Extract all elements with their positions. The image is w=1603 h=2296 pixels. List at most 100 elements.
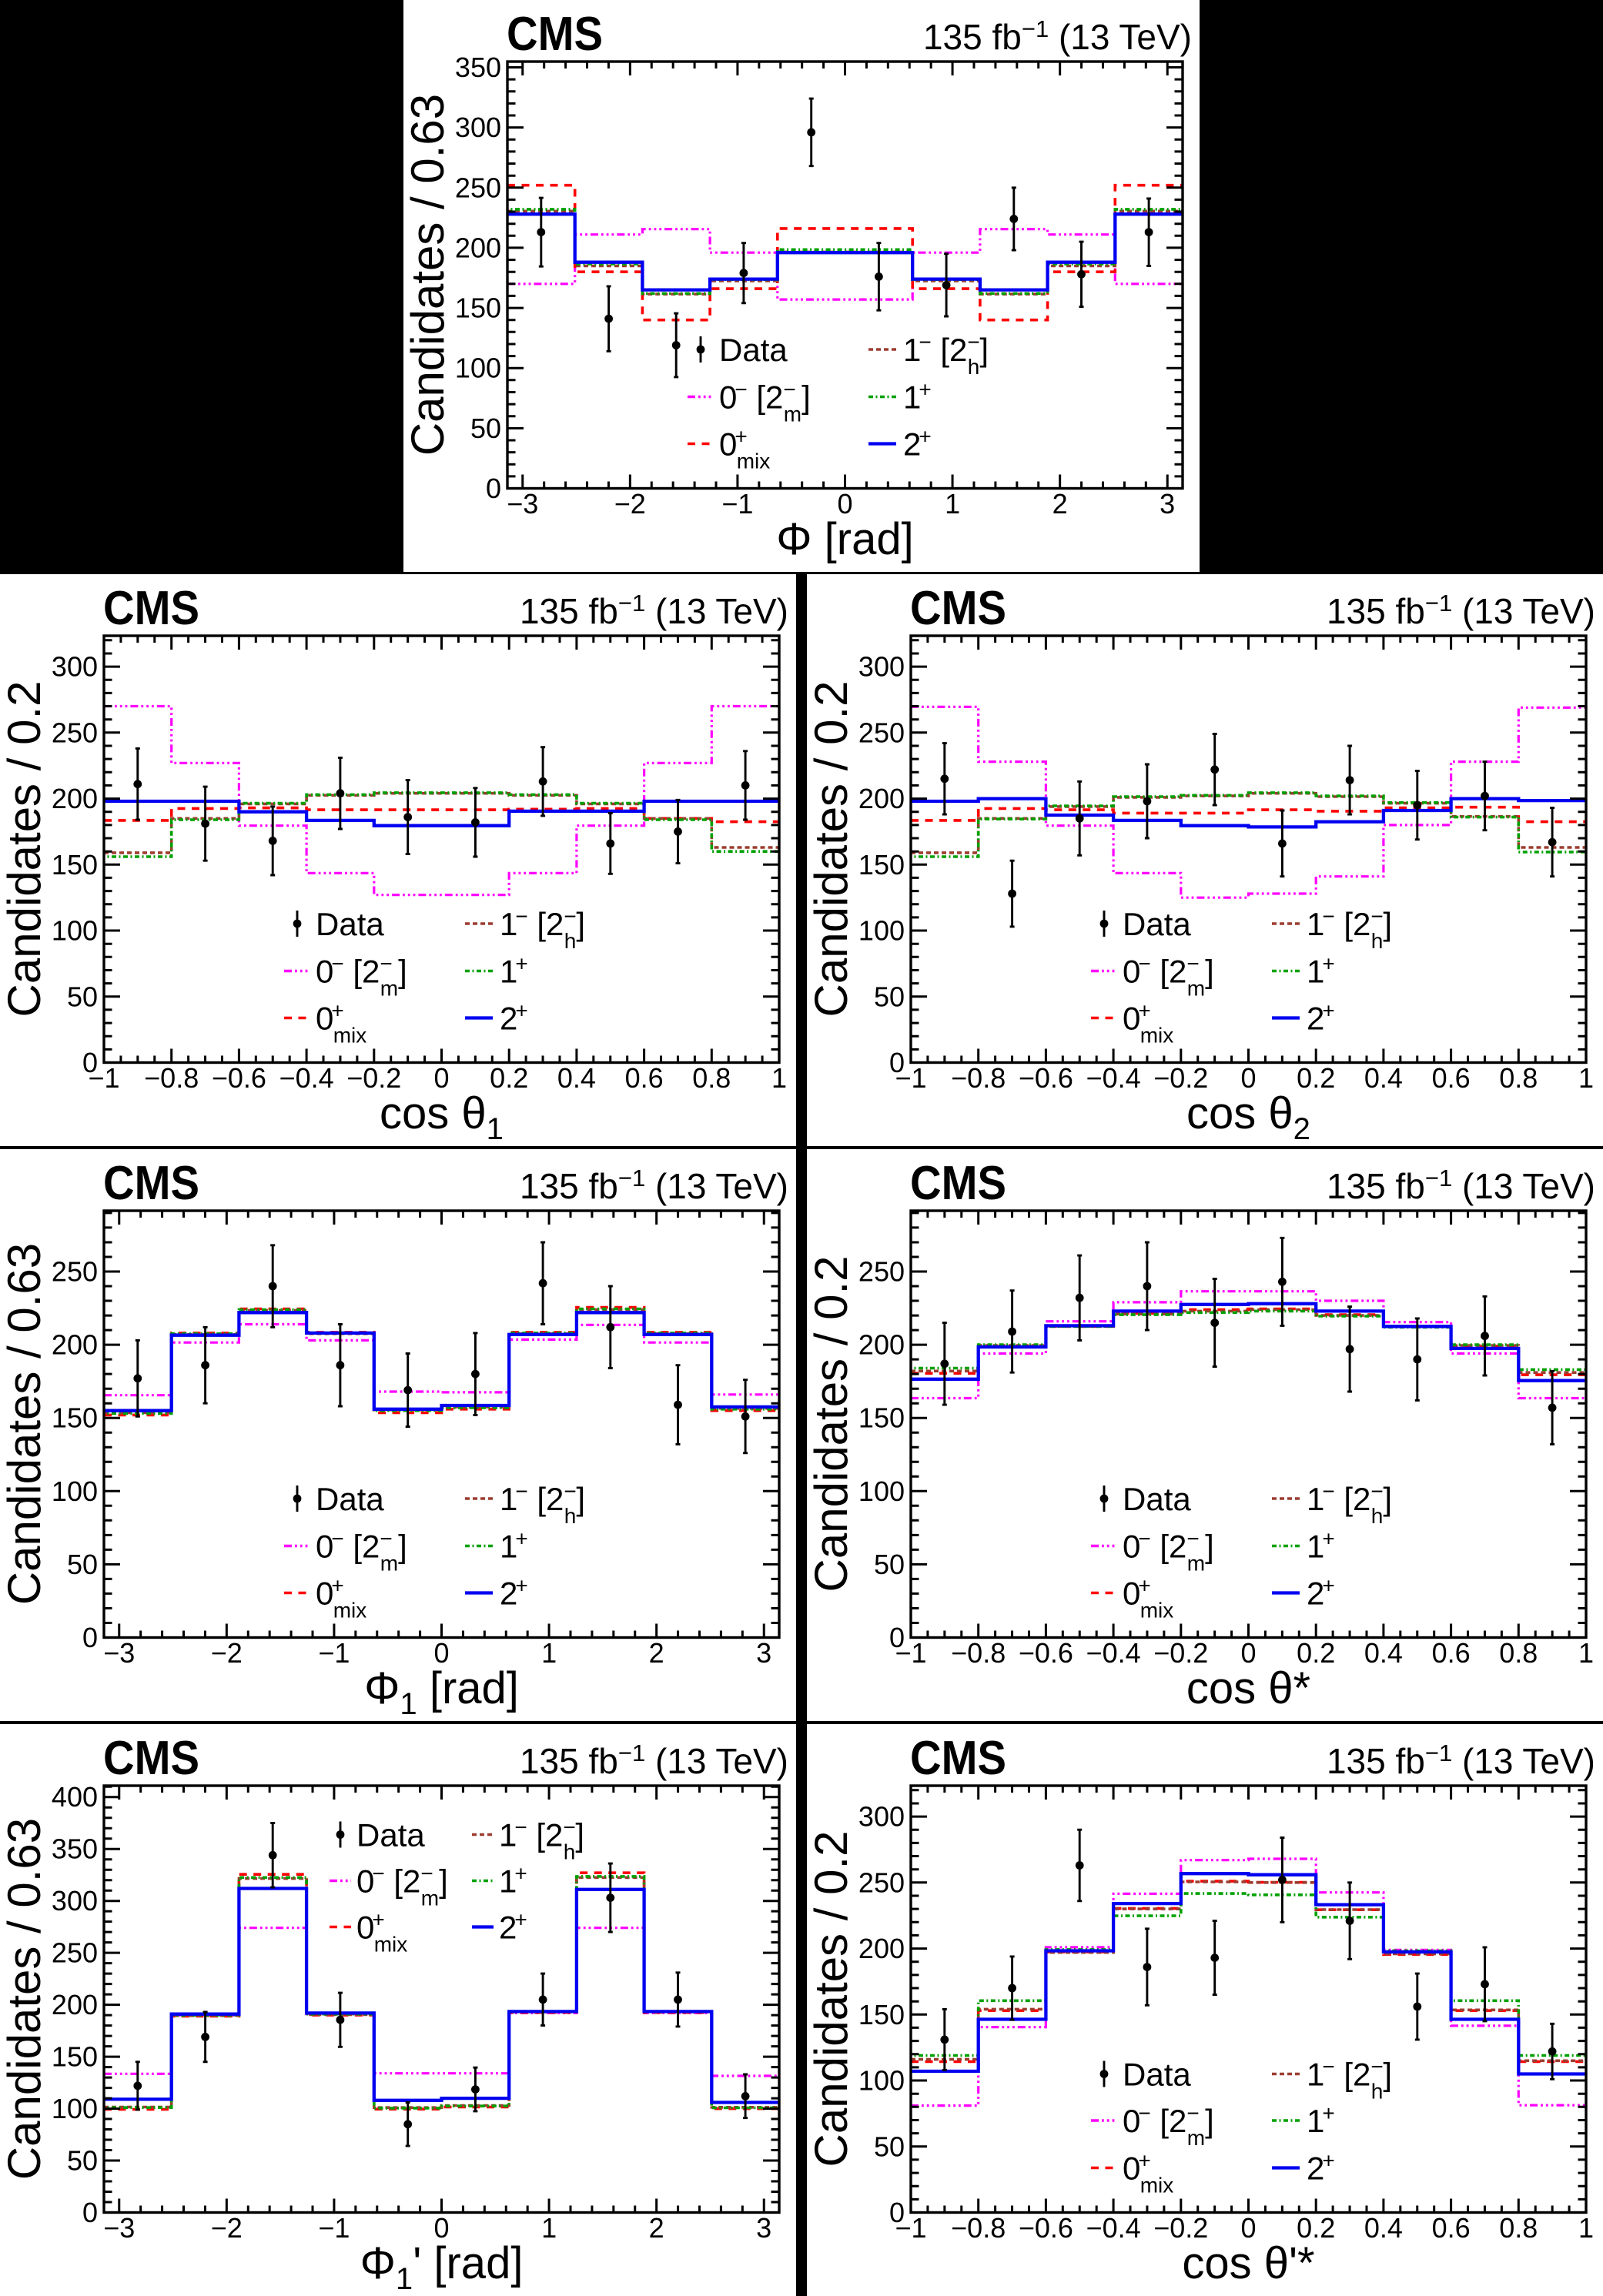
svg-text:−0.8: −0.8 <box>144 1062 199 1094</box>
svg-text:−0.2: −0.2 <box>1153 2212 1208 2244</box>
svg-text:0.4: 0.4 <box>1364 1062 1403 1094</box>
svg-text:−3: −3 <box>103 2212 135 2244</box>
svg-text:300: 300 <box>858 1801 905 1833</box>
svg-text:−0.8: −0.8 <box>951 2212 1006 2244</box>
svg-text:0.8: 0.8 <box>1499 2212 1538 2244</box>
svg-text:1: 1 <box>541 1637 557 1669</box>
svg-text:50: 50 <box>67 2145 98 2177</box>
svg-text:cos θ*: cos θ* <box>1186 1663 1310 1713</box>
svg-text:200: 200 <box>858 783 905 814</box>
svg-text:−2: −2 <box>211 2212 243 2244</box>
svg-text:CMS: CMS <box>103 582 199 635</box>
svg-text:150: 150 <box>52 2041 98 2073</box>
svg-text:−0.6: −0.6 <box>212 1062 266 1094</box>
svg-text:150: 150 <box>858 849 905 881</box>
svg-text:0.4: 0.4 <box>557 1062 596 1094</box>
svg-text:250: 250 <box>858 717 905 748</box>
svg-text:Candidates / 0.2: Candidates / 0.2 <box>0 681 50 1018</box>
svg-text:−2: −2 <box>614 488 646 520</box>
svg-text:−3: −3 <box>103 1637 135 1669</box>
svg-text:cos θ2: cos θ2 <box>1186 1088 1310 1146</box>
svg-text:Data: Data <box>1123 1481 1191 1517</box>
svg-text:1: 1 <box>1578 1637 1594 1669</box>
svg-text:50: 50 <box>470 413 501 444</box>
svg-text:Candidates / 0.63: Candidates / 0.63 <box>0 1243 50 1605</box>
svg-text:200: 200 <box>455 232 501 263</box>
svg-text:135 fb−1 (13 TeV): 135 fb−1 (13 TeV) <box>520 1740 788 1781</box>
svg-text:−0.6: −0.6 <box>1019 1062 1073 1094</box>
svg-text:100: 100 <box>52 915 98 947</box>
svg-text:135 fb−1 (13 TeV): 135 fb−1 (13 TeV) <box>1327 1165 1595 1206</box>
svg-text:Candidates / 0.63: Candidates / 0.63 <box>402 94 453 456</box>
svg-text:1: 1 <box>945 488 960 520</box>
svg-text:150: 150 <box>858 1999 905 2030</box>
svg-text:0: 0 <box>837 488 852 520</box>
svg-text:Data: Data <box>1123 906 1191 942</box>
svg-text:0.2: 0.2 <box>1297 1637 1335 1669</box>
svg-text:3: 3 <box>756 2212 771 2244</box>
svg-text:0.4: 0.4 <box>1364 2212 1403 2244</box>
svg-text:1: 1 <box>1578 2212 1594 2244</box>
svg-text:0.8: 0.8 <box>692 1062 731 1094</box>
svg-text:150: 150 <box>52 849 98 881</box>
svg-text:2+: 2+ <box>1307 2149 1335 2187</box>
svg-text:−0.2: −0.2 <box>1153 1637 1208 1669</box>
svg-text:Candidates / 0.63: Candidates / 0.63 <box>0 1818 50 2180</box>
svg-text:CMS: CMS <box>103 1732 199 1785</box>
svg-text:0: 0 <box>1240 1637 1256 1669</box>
svg-text:250: 250 <box>52 1937 98 1969</box>
svg-text:Candidates / 0.2: Candidates / 0.2 <box>805 1256 857 1592</box>
svg-text:1: 1 <box>771 1062 787 1094</box>
svg-text:0.8: 0.8 <box>1499 1062 1538 1094</box>
svg-text:0.6: 0.6 <box>625 1062 664 1094</box>
svg-text:300: 300 <box>858 651 905 683</box>
svg-text:0− [2−m]: 0− [2− m] <box>356 1862 448 1910</box>
svg-text:150: 150 <box>455 292 501 324</box>
svg-text:0: 0 <box>889 2197 905 2228</box>
svg-text:0: 0 <box>433 2212 449 2244</box>
svg-text:250: 250 <box>455 172 501 203</box>
svg-text:0: 0 <box>82 2197 98 2228</box>
svg-text:−0.4: −0.4 <box>1086 1637 1141 1669</box>
svg-text:0.2: 0.2 <box>1297 1062 1335 1094</box>
svg-text:135 fb−1 (13 TeV): 135 fb−1 (13 TeV) <box>520 1165 788 1206</box>
svg-text:−0.6: −0.6 <box>1019 1637 1073 1669</box>
svg-text:300: 300 <box>455 112 501 143</box>
svg-text:Candidates / 0.2: Candidates / 0.2 <box>805 681 857 1018</box>
svg-text:0.2: 0.2 <box>490 1062 528 1094</box>
svg-text:3: 3 <box>1160 488 1175 520</box>
svg-text:−3: −3 <box>507 488 538 520</box>
svg-text:100: 100 <box>52 2093 98 2124</box>
svg-text:CMS: CMS <box>910 1157 1006 1210</box>
svg-text:Data: Data <box>719 332 788 368</box>
svg-text:−0.6: −0.6 <box>1019 2212 1073 2244</box>
svg-text:−0.4: −0.4 <box>1086 2212 1141 2244</box>
svg-text:100: 100 <box>858 2065 905 2097</box>
svg-text:0: 0 <box>889 1047 905 1078</box>
svg-text:200: 200 <box>858 1933 905 1964</box>
svg-text:Φ1 [rad]: Φ1 [rad] <box>364 1663 519 1721</box>
svg-text:300: 300 <box>52 1885 98 1917</box>
svg-text:1+: 1+ <box>500 1527 528 1565</box>
svg-text:400: 400 <box>52 1781 98 1813</box>
svg-text:100: 100 <box>858 915 905 947</box>
svg-text:250: 250 <box>858 1867 905 1898</box>
svg-text:0.6: 0.6 <box>1432 1637 1471 1669</box>
svg-text:1: 1 <box>541 2212 557 2244</box>
svg-text:CMS: CMS <box>103 1157 199 1210</box>
svg-text:50: 50 <box>67 1549 98 1580</box>
svg-text:Data: Data <box>316 1481 384 1517</box>
svg-text:−1: −1 <box>895 1062 926 1094</box>
svg-text:−1: −1 <box>721 488 753 520</box>
svg-text:0.8: 0.8 <box>1499 1637 1538 1669</box>
svg-text:1: 1 <box>1578 1062 1594 1094</box>
svg-text:Φ [rad]: Φ [rad] <box>776 514 913 564</box>
svg-text:0.6: 0.6 <box>1432 1062 1471 1094</box>
svg-text:0: 0 <box>889 1622 905 1653</box>
svg-text:3: 3 <box>756 1637 771 1669</box>
svg-text:2+: 2+ <box>1307 999 1335 1037</box>
svg-text:−0.8: −0.8 <box>951 1637 1006 1669</box>
svg-text:0.6: 0.6 <box>1432 2212 1471 2244</box>
svg-text:−0.2: −0.2 <box>1153 1062 1208 1094</box>
svg-text:50: 50 <box>874 1549 905 1580</box>
